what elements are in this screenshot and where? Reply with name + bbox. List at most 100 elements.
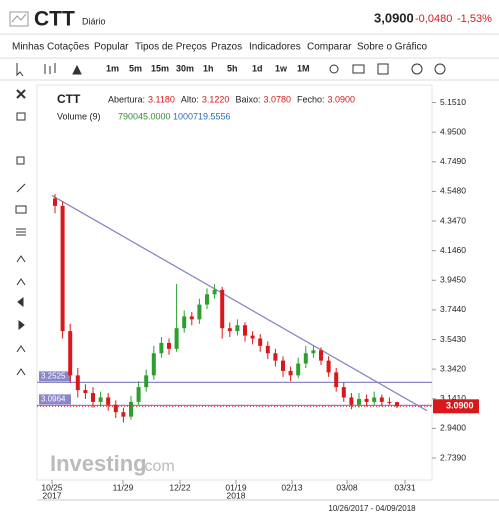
interval-button[interactable]: 1m — [106, 63, 119, 73]
candle-body — [258, 338, 263, 346]
candle-body — [334, 372, 339, 388]
candle-body — [379, 397, 384, 402]
candle-body — [288, 370, 293, 376]
interval-button[interactable]: 15m — [151, 63, 169, 73]
y-tick-label: 3.9450 — [440, 275, 466, 285]
upload-icon[interactable] — [434, 63, 446, 75]
x-tick-label: 03/08 — [336, 482, 358, 492]
cursor-icon[interactable] — [16, 63, 24, 77]
candle-body — [151, 353, 156, 376]
tool-icon[interactable] — [17, 296, 24, 308]
candle-body — [189, 316, 194, 320]
y-tick-label: 3.1410 — [440, 393, 466, 403]
price-tag-label: 3.0900 — [446, 401, 474, 411]
menu-item[interactable]: Prazos — [211, 42, 242, 53]
candle-body — [106, 397, 111, 405]
candle-body — [197, 304, 202, 320]
candle-body — [68, 331, 73, 376]
candle-body — [364, 398, 369, 402]
line-tool[interactable] — [16, 183, 26, 193]
fib-tool[interactable] — [16, 228, 26, 236]
candle-body — [144, 375, 149, 388]
x-tick-label: 03/31 — [394, 482, 416, 492]
layout-icon[interactable] — [377, 63, 389, 75]
interval-button[interactable]: 1w — [275, 63, 288, 73]
candle-body — [281, 360, 285, 371]
area-icon[interactable] — [72, 64, 82, 75]
tool-icon[interactable] — [16, 345, 26, 353]
candle-body — [395, 402, 399, 407]
candle-body — [182, 316, 187, 329]
level-tag-label: 3.2525 — [41, 371, 66, 380]
legend-value: 3.0780 — [263, 94, 291, 104]
interval-button[interactable]: 1d — [252, 63, 263, 73]
candle-body — [136, 387, 141, 402]
x-tick-label: 01/19 — [225, 482, 247, 492]
candle-body — [319, 350, 323, 361]
tool-icon[interactable] — [16, 368, 26, 376]
x-tick-label: 10/25 — [41, 482, 63, 492]
symbol: CTT — [34, 8, 75, 31]
x-tick-label: 11/29 — [113, 482, 134, 492]
candle-body — [372, 397, 377, 402]
interval-button[interactable]: 1h — [203, 63, 214, 73]
y-tick-label: 2.7390 — [440, 452, 466, 462]
legend-label: Fecho: — [297, 94, 325, 104]
app-logo — [9, 11, 29, 27]
interval-button[interactable]: 30m — [176, 63, 194, 73]
y-tick-label: 3.7440 — [440, 304, 466, 314]
candle-body — [357, 398, 361, 405]
menu-item[interactable]: Indicadores — [249, 42, 301, 53]
candle-body — [227, 328, 232, 332]
camera-icon[interactable] — [352, 64, 365, 74]
candle-body — [243, 325, 247, 336]
date-range: 10/26/2017 - 04/09/2018 — [328, 504, 416, 513]
menu-item[interactable]: Tipos de Preços — [135, 42, 207, 53]
y-tick-label: 4.1460 — [440, 245, 466, 255]
x-tick-label: 02/13 — [281, 482, 303, 492]
candle-body — [113, 404, 118, 413]
menu-item[interactable]: Sobre o Gráfico — [357, 42, 427, 53]
x-tick-label: 12/22 — [169, 482, 191, 492]
period: Diário — [82, 16, 106, 26]
delete-icon[interactable] — [16, 89, 26, 99]
price-tag — [433, 399, 479, 414]
y-tick-label: 4.9500 — [440, 126, 466, 136]
logo: Investing — [50, 451, 147, 476]
candle-body — [250, 335, 255, 339]
candle-body — [220, 289, 225, 329]
candle-body — [167, 342, 171, 349]
candle-body — [98, 397, 103, 402]
menu-item[interactable]: Comparar — [307, 42, 352, 53]
year-label: 2017 — [43, 490, 62, 500]
interval-button[interactable]: 5m — [129, 63, 142, 73]
tool-icon[interactable] — [16, 112, 26, 121]
tool-icon[interactable] — [16, 156, 25, 165]
y-tick-label: 2.9400 — [440, 423, 466, 433]
y-tick-label: 3.3420 — [440, 363, 466, 373]
y-tick-label: 5.1510 — [440, 97, 466, 107]
interval-button[interactable]: 1M — [297, 63, 310, 73]
menu-item[interactable]: Minhas Cotações — [12, 42, 89, 53]
settings-icon[interactable] — [329, 64, 339, 74]
volume-value: 790045.0000 — [118, 111, 171, 121]
interval-button[interactable]: 5h — [227, 63, 238, 73]
candle-body — [159, 342, 164, 354]
year-label: 2018 — [227, 490, 246, 500]
menu-item[interactable]: Popular — [94, 42, 129, 53]
change: -0,0480 — [415, 13, 452, 25]
tool-icon[interactable] — [18, 319, 25, 331]
rect-tool[interactable] — [15, 205, 27, 214]
download-icon[interactable] — [411, 63, 423, 75]
candle-body — [121, 412, 126, 417]
candle-body — [91, 393, 95, 402]
candle-body — [341, 387, 346, 398]
tool-icon[interactable] — [16, 255, 26, 263]
candle-icon[interactable] — [44, 63, 56, 74]
tool-icon[interactable] — [16, 278, 26, 286]
level-tag — [39, 394, 71, 405]
toolbar-icons — [16, 63, 446, 77]
candle-body — [311, 350, 316, 354]
candle-body — [273, 353, 278, 361]
